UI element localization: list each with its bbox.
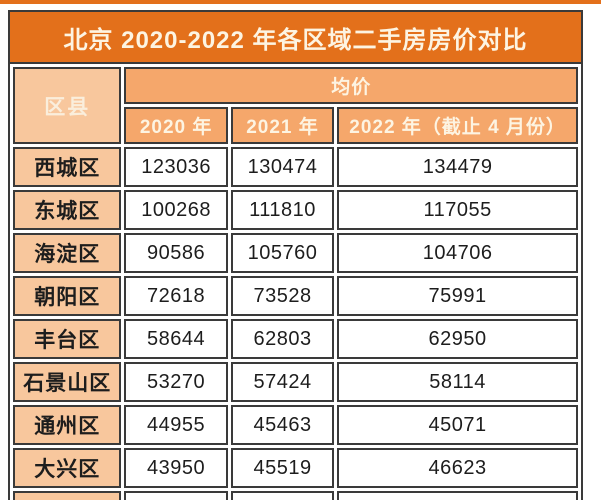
district-name: 顺义区 (13, 491, 122, 500)
price-cell: 45519 (230, 448, 335, 488)
district-name: 通州区 (13, 405, 122, 445)
price-cell: 111810 (230, 190, 335, 230)
table-row: 东城区 100268 111810 117055 (13, 190, 578, 230)
table-row: 大兴区 43950 45519 46623 (13, 448, 578, 488)
price-cell: 90586 (124, 233, 228, 273)
district-name: 西城区 (13, 147, 122, 187)
table-title: 北京 2020-2022 年各区域二手房房价对比 (10, 12, 581, 64)
table-row: 石景山区 53270 57424 58114 (13, 362, 578, 402)
price-cell: 104706 (337, 233, 578, 273)
top-accent-strip (0, 0, 601, 4)
price-cell: 58114 (337, 362, 578, 402)
price-cell: 130474 (230, 147, 335, 187)
header-year-2022: 2022 年（截止 4 月份） (337, 107, 578, 144)
price-cell: 45463 (230, 405, 335, 445)
district-name: 海淀区 (13, 233, 122, 273)
price-cell: 44955 (124, 405, 228, 445)
table-row: 通州区 44955 45463 45071 (13, 405, 578, 445)
price-data-grid: 区县 均价 2020 年 2021 年 2022 年（截止 4 月份） 西城区 … (10, 64, 581, 500)
price-cell: 62803 (230, 319, 335, 359)
header-row-years: 2020 年 2021 年 2022 年（截止 4 月份） (13, 107, 578, 144)
table-row: 西城区 123036 130474 134479 (13, 147, 578, 187)
table-row: 朝阳区 72618 73528 75991 (13, 276, 578, 316)
table-row: 顺义区 40605 41158 41455 (13, 491, 578, 500)
price-cell: 53270 (124, 362, 228, 402)
table-row: 丰台区 58644 62803 62950 (13, 319, 578, 359)
price-cell: 72618 (124, 276, 228, 316)
price-cell: 46623 (337, 448, 578, 488)
price-cell: 100268 (124, 190, 228, 230)
district-name: 朝阳区 (13, 276, 122, 316)
district-name: 石景山区 (13, 362, 122, 402)
header-row-group: 区县 均价 (13, 67, 578, 144)
price-cell: 57424 (230, 362, 335, 402)
price-cell: 45071 (337, 405, 578, 445)
price-cell: 75991 (337, 276, 578, 316)
header-district: 区县 (13, 67, 122, 144)
header-price-group: 均价 (124, 67, 578, 104)
header-year-2021: 2021 年 (230, 107, 335, 144)
price-cell: 43950 (124, 448, 228, 488)
price-cell: 58644 (124, 319, 228, 359)
price-cell: 123036 (124, 147, 228, 187)
price-cell: 40605 (124, 491, 228, 500)
price-cell: 73528 (230, 276, 335, 316)
district-name: 丰台区 (13, 319, 122, 359)
district-name: 大兴区 (13, 448, 122, 488)
table-row: 海淀区 90586 105760 104706 (13, 233, 578, 273)
district-name: 东城区 (13, 190, 122, 230)
header-year-2020: 2020 年 (124, 107, 228, 144)
price-cell: 117055 (337, 190, 578, 230)
price-cell: 62950 (337, 319, 578, 359)
price-cell: 105760 (230, 233, 335, 273)
price-cell: 41158 (230, 491, 335, 500)
price-cell: 134479 (337, 147, 578, 187)
price-comparison-table: 北京 2020-2022 年各区域二手房房价对比 区县 均价 2020 年 20… (8, 10, 583, 500)
price-cell: 41455 (337, 491, 578, 500)
